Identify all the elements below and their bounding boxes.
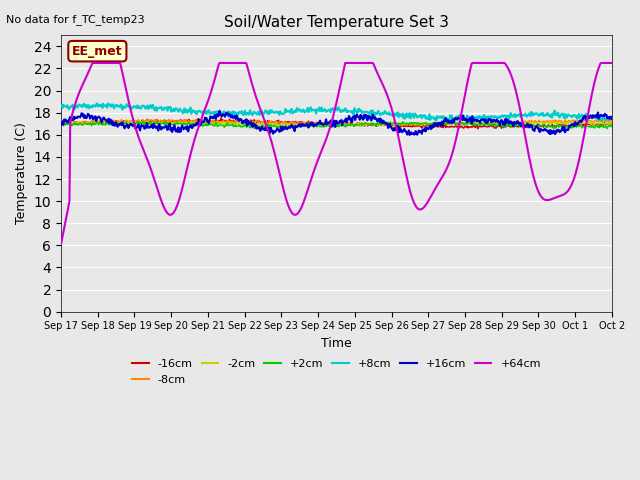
Text: EE_met: EE_met: [72, 45, 123, 58]
Y-axis label: Temperature (C): Temperature (C): [15, 122, 28, 225]
X-axis label: Time: Time: [321, 337, 352, 350]
Legend: -16cm, -8cm, -2cm, +2cm, +8cm, +16cm, +64cm: -16cm, -8cm, -2cm, +2cm, +8cm, +16cm, +6…: [127, 355, 545, 389]
Text: No data for f_TC_temp23: No data for f_TC_temp23: [6, 14, 145, 25]
Title: Soil/Water Temperature Set 3: Soil/Water Temperature Set 3: [224, 15, 449, 30]
